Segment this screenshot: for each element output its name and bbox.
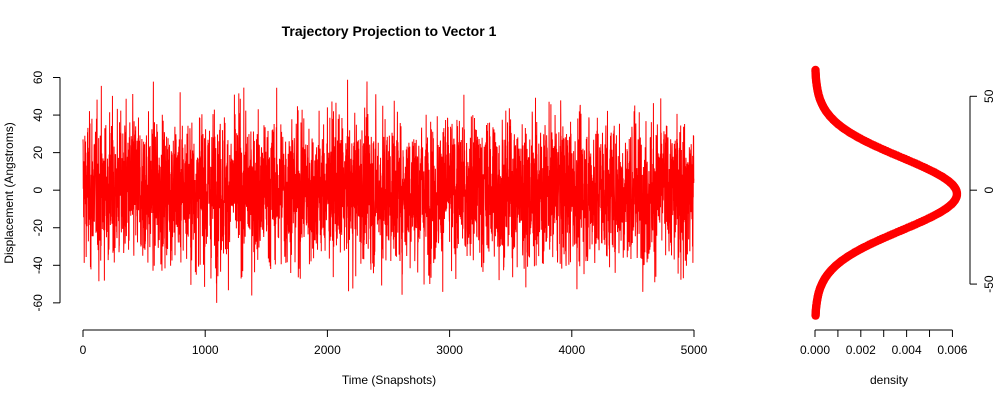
density-x-tick-label: 0.002 xyxy=(846,343,876,357)
chart-title: Trajectory Projection to Vector 1 xyxy=(282,23,497,39)
main-x-axis: 0 1000 2000 3000 4000 5000 xyxy=(80,329,708,357)
x-axis-label: Time (Snapshots) xyxy=(342,373,436,387)
y-tick-label: -20 xyxy=(31,219,45,237)
trajectory-series xyxy=(82,79,695,303)
x-tick-label: 0 xyxy=(80,343,87,357)
trajectory-line xyxy=(82,79,695,303)
x-tick-label: 2000 xyxy=(314,343,341,357)
x-tick-label: 1000 xyxy=(192,343,219,357)
x-tick-label: 4000 xyxy=(558,343,585,357)
density-x-tick-label: 0.000 xyxy=(800,343,830,357)
y-tick-label: 20 xyxy=(31,146,45,160)
density-y-tick-label: 50 xyxy=(982,89,996,103)
y-tick-label: -60 xyxy=(31,294,45,312)
x-tick-label: 3000 xyxy=(436,343,463,357)
y-tick-label: 40 xyxy=(31,108,45,122)
y-tick-label: -40 xyxy=(31,256,45,274)
density-x-tick-label: 0.004 xyxy=(892,343,922,357)
density-y-axis: -50 0 50 xyxy=(969,89,996,293)
density-y-tick-label: 0 xyxy=(982,187,996,194)
density-x-axis: 0.000 0.002 0.004 0.006 xyxy=(800,329,968,357)
density-point xyxy=(811,311,820,320)
density-series xyxy=(811,65,962,320)
y-tick-label: 0 xyxy=(31,187,45,194)
density-x-axis-label: density xyxy=(870,373,908,387)
y-axis-label: Displacement (Angstroms) xyxy=(2,122,16,263)
density-x-tick-label: 0.006 xyxy=(937,343,967,357)
x-tick-label: 5000 xyxy=(681,343,708,357)
main-y-axis: -60 -40 -20 0 20 40 60 xyxy=(31,71,61,312)
density-y-tick-label: -50 xyxy=(982,275,996,293)
y-tick-label: 60 xyxy=(31,71,45,85)
